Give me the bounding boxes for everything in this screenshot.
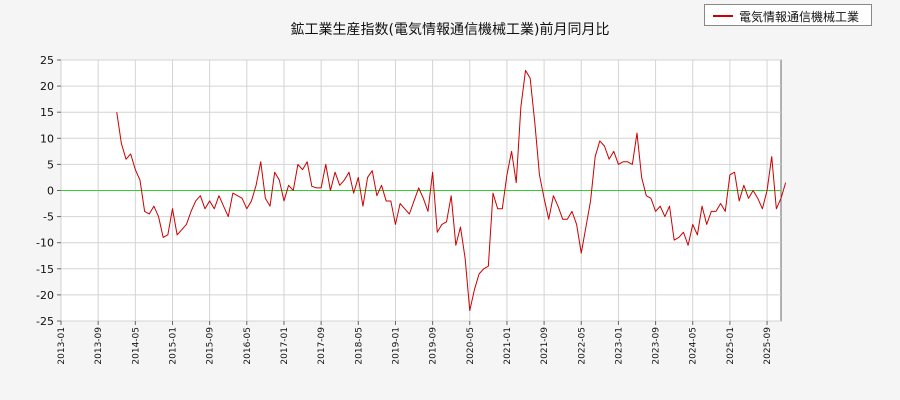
x-tick-label: 2025-09: [763, 327, 773, 365]
y-axis: 25 20 15 10 5 0 -5 -10 -15 -20 -25: [36, 54, 61, 328]
x-tick-label: 2017-01: [280, 327, 290, 365]
y-tick-label: -10: [36, 237, 54, 250]
series-group: [116, 69, 787, 312]
grid-lines: [60, 59, 781, 322]
x-tick-label: 2019-09: [429, 327, 439, 365]
y-tick-label: 25: [40, 54, 54, 67]
x-tick-label: 2017-09: [317, 327, 327, 365]
series-line: [116, 69, 787, 312]
x-axis: 2013-01 2013-09 2014-05 2015-01 2015-09 2016-…: [57, 321, 773, 365]
x-tick-label: 2019-01: [391, 327, 401, 365]
x-tick-label: 2021-01: [503, 327, 513, 365]
y-tick-label: 5: [47, 158, 54, 171]
x-tick-label: 2025-01: [726, 327, 736, 365]
legend-swatch: [713, 15, 733, 17]
x-tick-label: 2022-05: [577, 327, 587, 365]
legend: 電気情報通信機械工業: [704, 4, 872, 26]
x-tick-label: 2018-05: [354, 327, 364, 365]
x-tick-label: 2015-09: [206, 327, 216, 365]
chart-title: 鉱工業生産指数(電気情報通信機械工業)前月同月比: [290, 22, 610, 38]
x-tick-label: 2020-05: [466, 327, 476, 365]
y-tick-label: -15: [36, 263, 54, 276]
x-tick-label: 2021-09: [540, 327, 550, 365]
x-tick-label: 2023-01: [614, 327, 624, 365]
y-tick-label: 10: [40, 132, 54, 145]
y-tick-label: -20: [36, 289, 54, 302]
x-tick-label: 2015-01: [168, 327, 178, 365]
y-tick-label: -5: [43, 211, 54, 224]
y-tick-label: 0: [47, 185, 54, 198]
x-tick-label: 2013-09: [94, 327, 104, 365]
y-tick-label: -25: [36, 315, 54, 328]
y-tick-label: 15: [40, 106, 54, 119]
x-tick-label: 2014-05: [131, 327, 141, 365]
y-tick-label: 20: [40, 80, 54, 93]
legend-label: 電気情報通信機械工業: [739, 10, 860, 24]
x-tick-label: 2024-05: [689, 327, 699, 365]
x-tick-label: 2013-01: [57, 327, 67, 365]
x-tick-label: 2023-09: [652, 327, 662, 365]
x-tick-label: 2016-05: [243, 327, 253, 365]
